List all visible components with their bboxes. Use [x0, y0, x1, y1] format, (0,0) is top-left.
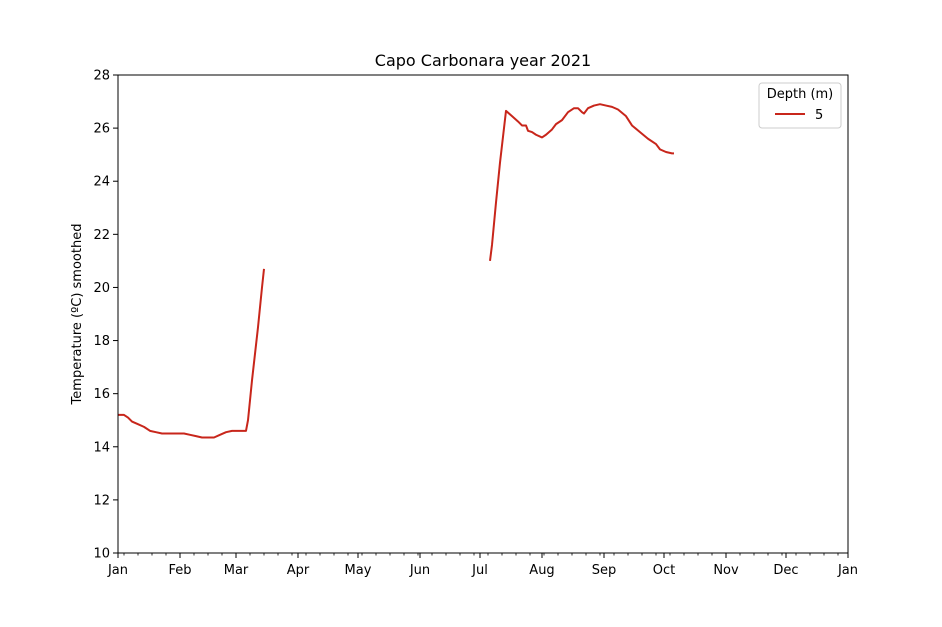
x-tick-label: Dec [773, 563, 798, 578]
plot-frame [117, 74, 849, 554]
plot-area [118, 75, 848, 553]
x-axis: Jan Feb Mar Apr May Jun Jul Aug Sep Oct Nov Dec Jan [107, 553, 858, 578]
x-tick-label: Feb [168, 563, 191, 578]
x-tick-label: May [345, 563, 372, 578]
y-tick-label: 28 [93, 69, 110, 84]
y-axis: 10 12 14 16 18 20 22 24 26 28 [93, 69, 118, 562]
y-tick-label: 18 [93, 334, 110, 349]
series-layer [118, 103, 674, 439]
series-line [118, 268, 265, 439]
y-tick-label: 12 [93, 493, 110, 508]
x-tick-label: Aug [529, 563, 554, 578]
legend-box [758, 82, 842, 129]
x-tick-label: Oct [653, 563, 675, 578]
x-tick-label: Sep [592, 563, 617, 578]
legend: Depth (m) 5 [758, 82, 842, 129]
y-axis-label: Temperature (ºC) smoothed [70, 224, 85, 406]
y-tick-label: 22 [93, 228, 110, 243]
y-tick-label: 14 [93, 440, 110, 455]
x-tick-label: Jan [107, 563, 128, 578]
legend-title: Depth (m) [767, 87, 834, 102]
y-tick-label: 24 [93, 175, 110, 190]
series-line [489, 103, 674, 262]
y-tick-label: 16 [93, 387, 110, 402]
legend-entry-label: 5 [815, 108, 823, 123]
x-tick-label: Jun [409, 563, 430, 578]
y-tick-label: 10 [93, 547, 110, 562]
x-tick-label: Apr [287, 563, 310, 578]
y-tick-label: 20 [93, 281, 110, 296]
x-tick-label: Mar [224, 563, 249, 578]
chart-title: Capo Carbonara year 2021 [375, 51, 591, 70]
x-tick-label: Jul [471, 563, 488, 578]
y-tick-label: 26 [93, 122, 110, 137]
x-tick-label: Jan [837, 563, 858, 578]
x-tick-label: Nov [713, 563, 739, 578]
